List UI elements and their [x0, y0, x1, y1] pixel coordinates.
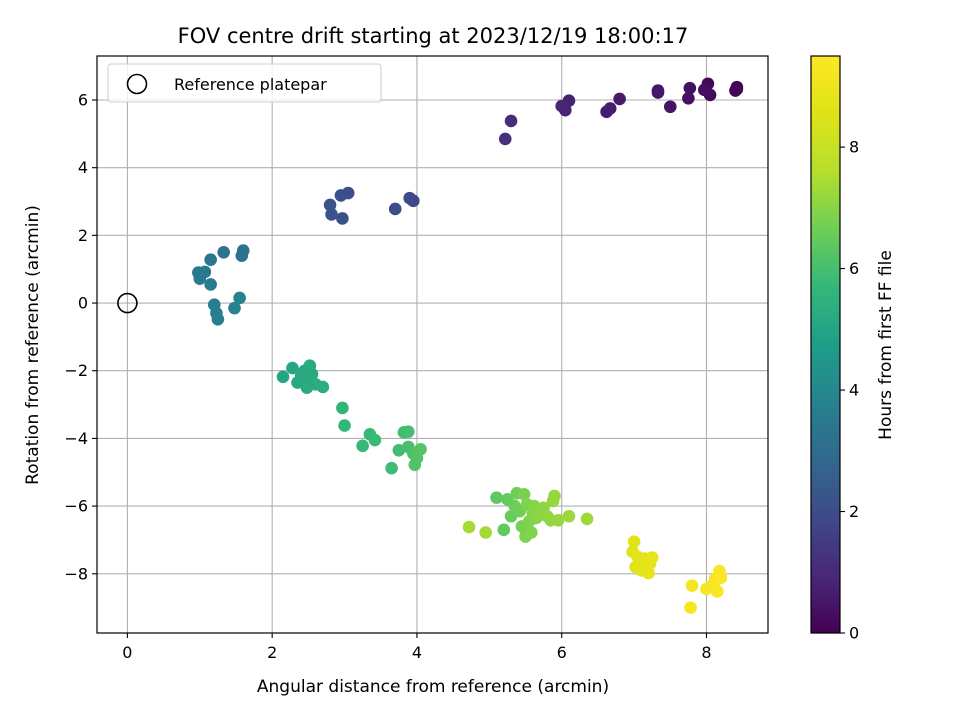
colorbar-gradient — [810, 55, 841, 634]
data-point — [235, 249, 249, 262]
data-point — [729, 84, 742, 97]
data-point — [711, 585, 724, 598]
y-tick-label: −6 — [64, 497, 88, 516]
data-point — [685, 579, 699, 592]
data-point — [325, 208, 338, 221]
y-axis-title: Rotation from reference (arcmin) — [23, 205, 43, 485]
legend: Reference platepar — [107, 63, 382, 103]
data-point — [193, 272, 207, 285]
x-tick-label: 4 — [412, 643, 422, 662]
data-point — [204, 278, 217, 291]
colorbar-tick-label: 0 — [849, 624, 859, 643]
y-tick-label: −8 — [64, 564, 88, 583]
y-tick-label: 0 — [78, 294, 88, 313]
data-point — [323, 198, 337, 212]
data-point — [401, 425, 415, 438]
y-tick-label: −2 — [64, 361, 88, 380]
y-tick-label: 6 — [78, 90, 88, 109]
colorbar-title: Hours from first FF file — [876, 250, 896, 440]
data-point — [555, 99, 569, 113]
data-point — [517, 487, 531, 501]
data-point — [682, 92, 695, 105]
data-point — [368, 433, 382, 447]
x-tick-label: 8 — [701, 643, 711, 662]
data-point — [651, 84, 665, 97]
data-point — [498, 132, 512, 146]
data-point — [645, 551, 659, 564]
data-point — [385, 461, 398, 475]
plot-frame — [96, 55, 769, 634]
data-point — [548, 489, 561, 503]
data-point — [462, 520, 476, 534]
data-point — [683, 81, 697, 95]
colorbar-tick-label: 4 — [849, 381, 859, 400]
data-point — [663, 100, 677, 114]
legend-box — [107, 63, 382, 103]
data-point — [504, 114, 518, 128]
x-tick-label: 0 — [122, 643, 132, 662]
data-point — [334, 189, 348, 202]
colorbar-ticks: 0 2 4 6 8 — [840, 138, 859, 643]
data-point — [600, 105, 613, 119]
data-point — [217, 245, 230, 259]
data-point — [580, 512, 594, 526]
data-point — [497, 523, 511, 537]
chart-title: FOV centre drift starting at 2023/12/19 … — [178, 24, 689, 48]
data-point — [356, 439, 369, 453]
data-point — [562, 509, 576, 523]
data-point — [233, 291, 246, 305]
x-axis-ticks: 0 2 4 6 8 — [122, 633, 712, 662]
data-point — [228, 301, 241, 315]
data-point — [305, 367, 319, 381]
data-point — [403, 191, 416, 205]
data-point — [551, 514, 565, 527]
colorbar-tick-label: 2 — [849, 502, 859, 521]
data-point — [714, 571, 728, 585]
data-point — [286, 361, 299, 375]
data-point — [525, 526, 538, 539]
colorbar: 0 2 4 6 8 Hours from first FF file — [810, 55, 896, 643]
data-point — [204, 253, 217, 267]
y-tick-label: 4 — [78, 158, 88, 177]
data-points — [192, 77, 744, 614]
data-point — [613, 92, 626, 106]
data-point — [698, 83, 711, 97]
data-point — [642, 566, 655, 580]
colorbar-tick-label: 8 — [849, 138, 859, 157]
reference-platepar-marker — [117, 292, 138, 314]
x-tick-label: 6 — [557, 643, 567, 662]
y-tick-label: −4 — [64, 429, 88, 448]
legend-marker-icon — [126, 73, 148, 95]
data-point — [414, 442, 427, 456]
data-point — [490, 491, 503, 504]
data-point — [684, 601, 697, 614]
data-point — [408, 458, 422, 472]
grid-lines — [97, 56, 768, 633]
data-point — [336, 212, 349, 225]
data-point — [316, 380, 330, 394]
y-axis-ticks: −8 −6 −4 −2 0 2 4 6 — [64, 90, 97, 583]
data-point — [276, 370, 290, 384]
x-axis-title: Angular distance from reference (arcmin) — [257, 677, 609, 697]
data-point — [627, 535, 641, 548]
data-point — [338, 419, 351, 432]
x-tick-label: 2 — [267, 643, 277, 662]
legend-label: Reference platepar — [174, 75, 327, 94]
colorbar-tick-label: 6 — [849, 259, 859, 278]
y-tick-label: 2 — [78, 226, 88, 245]
data-point — [336, 401, 349, 415]
data-point — [388, 202, 402, 216]
data-point — [479, 526, 493, 539]
data-point — [211, 312, 225, 326]
